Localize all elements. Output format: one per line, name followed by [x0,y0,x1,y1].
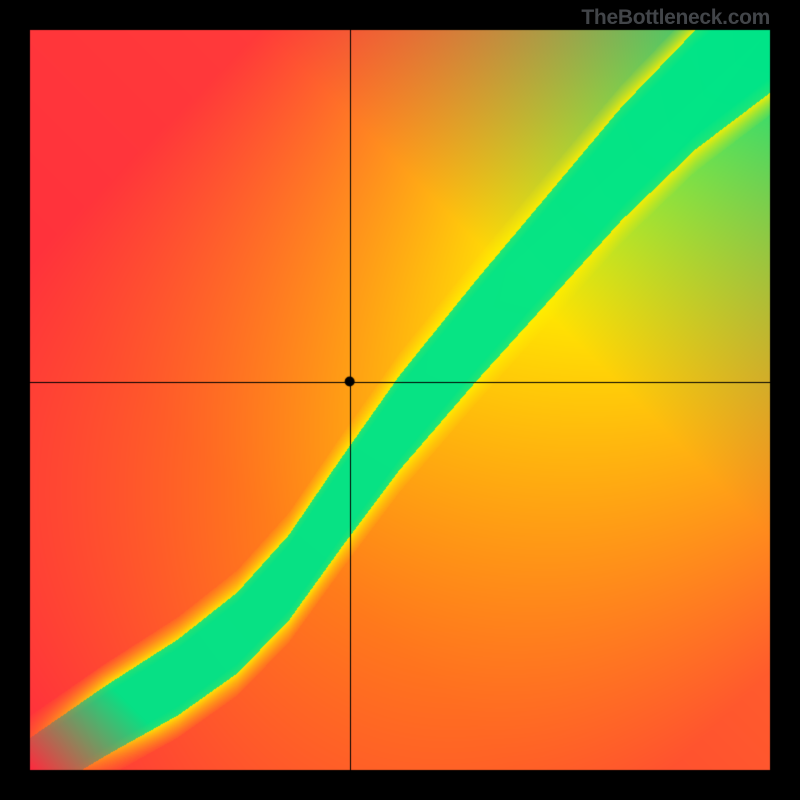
chart-container: TheBottleneck.com [0,0,800,800]
heatmap-canvas [0,0,800,800]
watermark-text: TheBottleneck.com [581,6,770,30]
